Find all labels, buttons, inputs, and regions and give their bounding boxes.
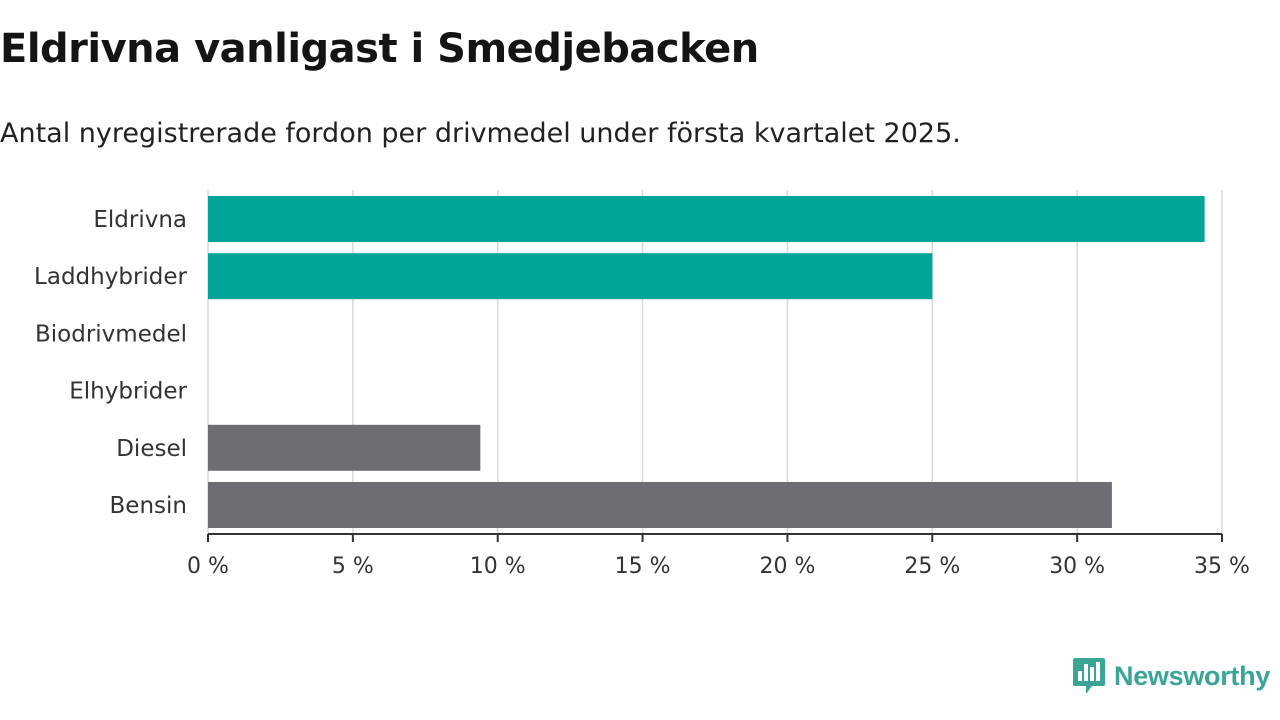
x-axis: 0 % 5 % 10 % 15 % 20 % 25 % 30 % 35 % [187,533,1250,579]
category-label: Eldrivna [93,207,187,233]
category-label: Biodrivmedel [35,321,187,347]
x-tick-label: 10 % [470,554,526,579]
x-tick-label: 30 % [1049,554,1105,579]
category-label: Bensin [110,493,187,519]
logo-text: Newsworthy [1114,660,1271,691]
category-label: Elhybrider [69,379,187,405]
chart-subtitle: Antal nyregistrerade fordon per drivmede… [0,118,961,149]
category-label: Diesel [116,436,187,462]
bar-bensin [208,482,1112,528]
gridlines [207,190,1223,534]
x-tick-label: 20 % [759,554,815,579]
bar-chart: 0 % 5 % 10 % 15 % 20 % 25 % 30 % 35 % Eldrivna L… [34,190,1250,579]
x-tick-label: 35 % [1194,554,1250,579]
bar-eldrivna [208,196,1205,242]
bar-laddhybrider [208,253,933,300]
newsworthy-bar-chart-icon [1073,658,1105,694]
x-tick-label: 5 % [332,554,374,579]
newsworthy-logo: Newsworthy [1072,656,1270,696]
x-tick-label: 25 % [904,554,960,579]
bars [208,196,1205,528]
chart-title: Eldrivna vanligast i Smedjebacken [0,26,759,72]
category-labels: Eldrivna Laddhybrider Biodrivmedel Elhybrid… [34,207,187,519]
bar-diesel [208,424,481,471]
category-label: Laddhybrider [34,264,187,290]
x-tick-label: 0 % [187,554,229,579]
x-tick-label: 15 % [615,554,671,579]
